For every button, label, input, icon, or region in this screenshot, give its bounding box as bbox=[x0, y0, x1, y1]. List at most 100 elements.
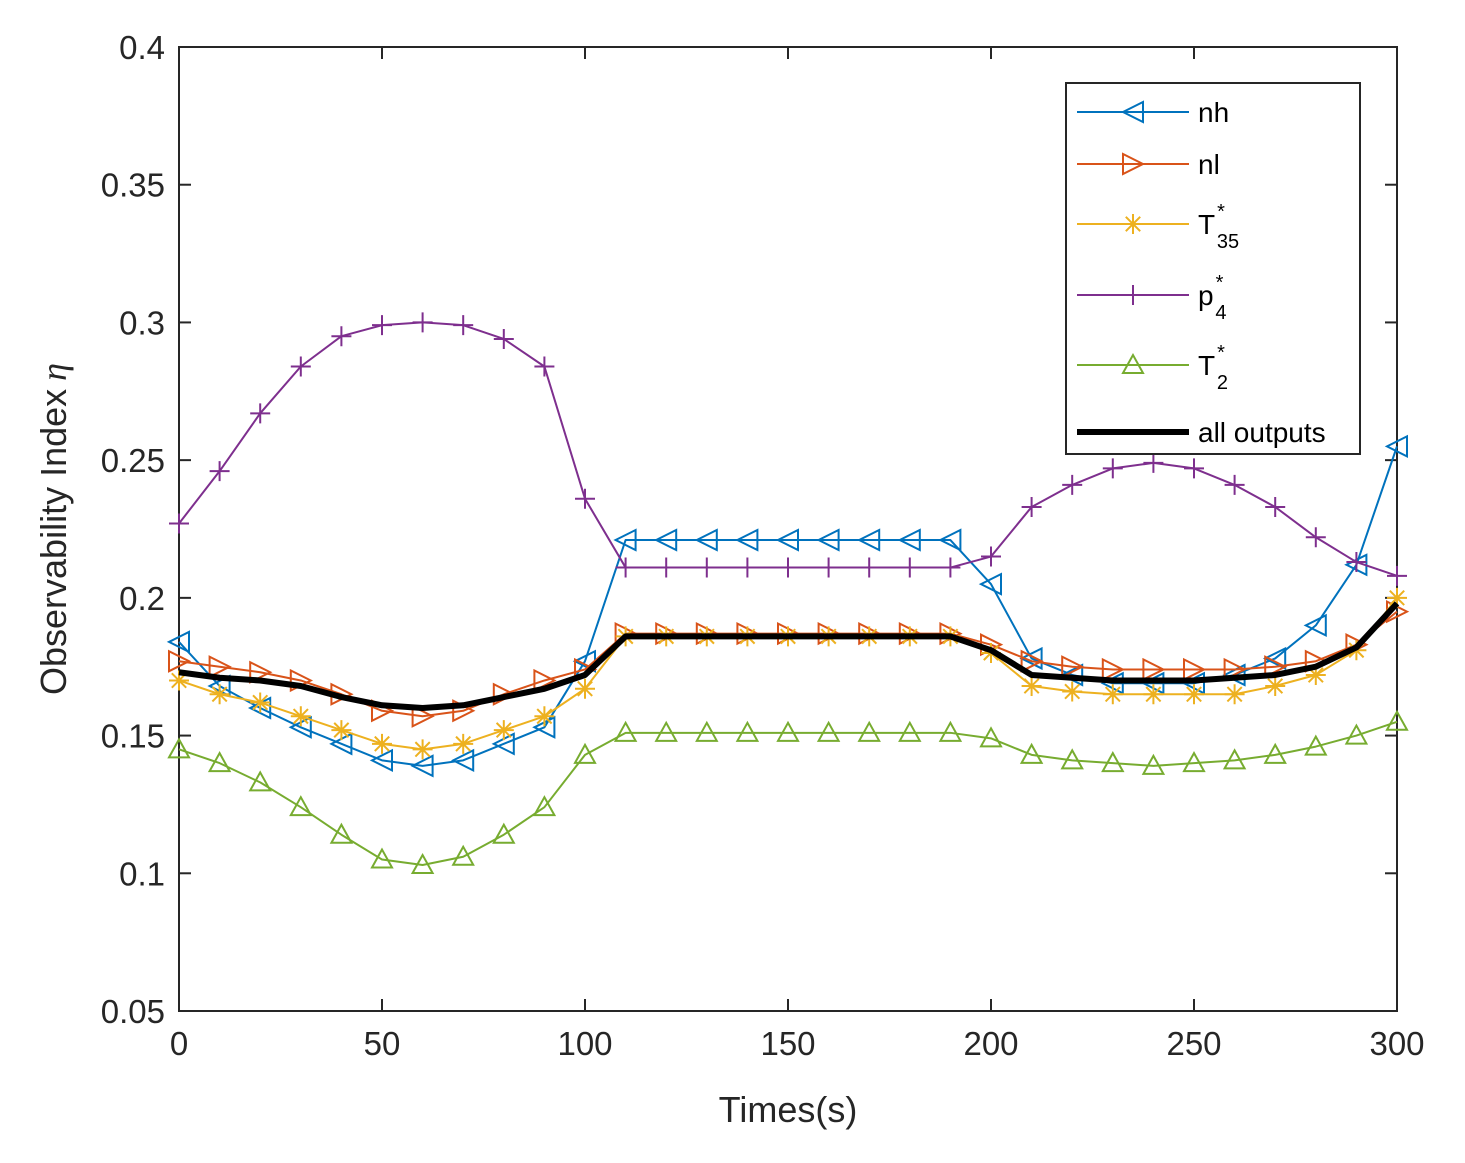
data-point bbox=[169, 513, 189, 534]
legend-label: p * 4 bbox=[1198, 272, 1227, 324]
data-point bbox=[938, 528, 962, 552]
legend-label-main: p bbox=[1198, 280, 1214, 311]
data-point bbox=[1061, 655, 1085, 679]
legend-swatch-marker bbox=[1123, 214, 1143, 234]
data-point bbox=[289, 795, 313, 817]
data-point bbox=[1021, 675, 1042, 696]
series-t2- bbox=[167, 709, 1409, 875]
data-point bbox=[1305, 664, 1326, 685]
y-tick-label: 0.1 bbox=[119, 855, 165, 892]
x-tick-label: 150 bbox=[760, 1025, 815, 1062]
data-point bbox=[1143, 452, 1164, 473]
data-point bbox=[453, 315, 474, 336]
data-point bbox=[856, 528, 881, 552]
data-point bbox=[248, 770, 272, 792]
series-layer bbox=[166, 312, 1410, 875]
data-point bbox=[329, 822, 354, 844]
legend-swatch-marker bbox=[1121, 352, 1145, 374]
data-point bbox=[1060, 748, 1084, 770]
data-point bbox=[1263, 742, 1287, 764]
data-point bbox=[613, 528, 637, 552]
data-point bbox=[411, 704, 435, 728]
data-point bbox=[899, 557, 920, 578]
data-point bbox=[1224, 684, 1245, 705]
data-point bbox=[410, 852, 435, 875]
y-tick-label: 0.3 bbox=[119, 304, 165, 341]
data-point bbox=[940, 557, 961, 578]
data-point bbox=[166, 630, 190, 654]
data-point bbox=[1305, 527, 1326, 548]
data-point bbox=[575, 488, 595, 509]
legend-label-sup: * bbox=[1216, 272, 1224, 294]
legend-label: all outputs bbox=[1198, 417, 1326, 448]
x-tick-label: 0 bbox=[170, 1025, 188, 1062]
data-point bbox=[1303, 613, 1327, 638]
data-point bbox=[372, 315, 392, 336]
series-line bbox=[178, 601, 1400, 712]
data-point bbox=[1223, 657, 1247, 682]
data-point bbox=[776, 720, 800, 742]
y-axis-title-text: Observability Index bbox=[33, 389, 74, 695]
x-tick-label: 300 bbox=[1369, 1025, 1424, 1062]
data-point bbox=[1102, 458, 1123, 479]
legend-label-main: nh bbox=[1198, 97, 1229, 128]
data-point bbox=[1384, 434, 1408, 458]
data-point bbox=[613, 720, 638, 742]
data-point bbox=[290, 706, 311, 727]
data-point bbox=[1222, 748, 1247, 770]
data-point bbox=[493, 720, 514, 741]
data-point bbox=[331, 326, 352, 347]
y-tick-label: 0.05 bbox=[101, 993, 165, 1030]
data-point bbox=[857, 720, 881, 742]
legend-label-main: T bbox=[1198, 350, 1215, 381]
legend-label-sub: 35 bbox=[1217, 231, 1239, 253]
data-point bbox=[207, 751, 232, 773]
data-point bbox=[1265, 675, 1286, 696]
data-point bbox=[1062, 474, 1083, 495]
legend-label-main: all outputs bbox=[1198, 417, 1326, 448]
data-point bbox=[532, 795, 557, 817]
data-point bbox=[208, 655, 232, 679]
data-point bbox=[1019, 742, 1044, 764]
data-point bbox=[816, 720, 841, 742]
data-point bbox=[1265, 496, 1286, 517]
data-point bbox=[1020, 649, 1044, 673]
y-tick-label: 0.15 bbox=[101, 718, 165, 755]
data-point bbox=[209, 461, 230, 482]
data-point bbox=[167, 737, 191, 759]
data-point bbox=[249, 660, 273, 684]
data-point bbox=[735, 720, 760, 742]
data-point bbox=[1101, 657, 1126, 682]
data-point bbox=[1143, 684, 1164, 705]
data-point bbox=[1184, 458, 1204, 479]
data-point bbox=[1385, 709, 1409, 731]
data-point bbox=[737, 557, 758, 578]
data-point bbox=[209, 684, 230, 705]
x-tick-label: 50 bbox=[364, 1025, 401, 1062]
data-point bbox=[816, 528, 840, 552]
data-point bbox=[1019, 646, 1043, 671]
data-point bbox=[250, 403, 271, 424]
data-point bbox=[1224, 474, 1245, 495]
legend-item: nl bbox=[1077, 149, 1220, 180]
data-point bbox=[412, 312, 433, 333]
data-point bbox=[1387, 565, 1407, 586]
data-point bbox=[654, 720, 678, 742]
legend-swatch-marker bbox=[1122, 152, 1146, 176]
data-point bbox=[1387, 587, 1407, 608]
x-tick-label: 100 bbox=[557, 1025, 612, 1062]
legend-label-main: T bbox=[1198, 209, 1215, 240]
data-point bbox=[1101, 751, 1125, 773]
data-point bbox=[453, 733, 474, 754]
data-point bbox=[370, 847, 394, 869]
data-point bbox=[168, 649, 192, 673]
data-point bbox=[778, 557, 798, 578]
axis-ticks: 0 50 100 150 200 250 300 0.05 0.1 0.15 0.2 0.25 0.3 0… bbox=[101, 29, 1425, 1062]
data-point bbox=[897, 528, 921, 552]
x-tick-label: 200 bbox=[963, 1025, 1018, 1062]
legend-label-sub: 2 bbox=[1217, 372, 1228, 394]
data-point bbox=[412, 739, 433, 760]
data-point bbox=[1062, 681, 1083, 702]
y-tick-label: 0.35 bbox=[101, 167, 165, 204]
